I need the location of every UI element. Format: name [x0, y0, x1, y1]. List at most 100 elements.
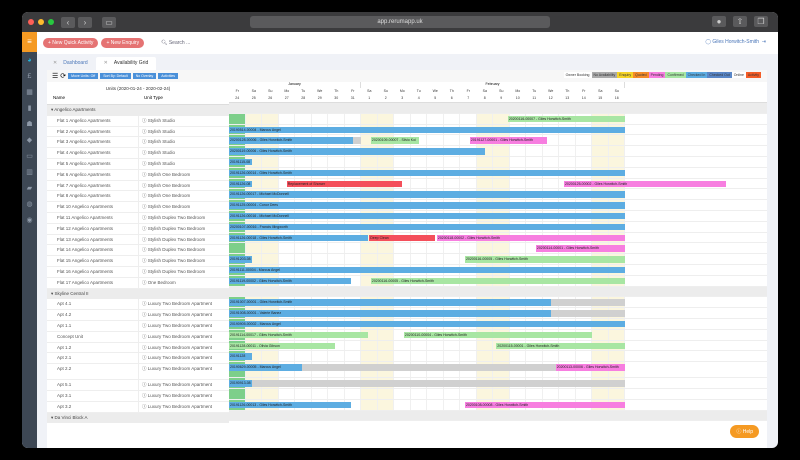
day-cell[interactable] — [476, 340, 493, 351]
booking-bar[interactable]: Deep Clean — [369, 234, 436, 242]
forward-button[interactable]: › — [78, 16, 92, 28]
booking-bar[interactable]: 20191128 — [229, 353, 253, 360]
day-cell[interactable] — [361, 254, 378, 264]
day-cell[interactable] — [493, 243, 510, 254]
day-cell[interactable] — [510, 146, 526, 156]
calendar-row[interactable]: 20200119-00006 - Giles Horwitch-Smith — [229, 146, 767, 157]
card-icon[interactable]: ▭ — [26, 153, 33, 160]
day-cell[interactable] — [427, 135, 444, 146]
day-cell[interactable] — [394, 388, 411, 399]
booking-bar[interactable]: 20200108-00008 - Giles Horwitch-Smith — [464, 401, 625, 409]
day-cell[interactable] — [262, 254, 279, 264]
day-cell[interactable] — [361, 243, 378, 254]
calendar-row[interactable]: 20191126-08 Replacement of Shower 20200125… — [229, 178, 767, 190]
day-cell[interactable] — [411, 388, 427, 399]
property-group-header[interactable]: ▾ Da Vinci Block A — [47, 412, 229, 424]
day-cell[interactable] — [377, 399, 394, 410]
unit-row[interactable]: Flat 12 Angelico Apartments ⓘ Stylish Dup… — [47, 223, 229, 235]
day-cell[interactable] — [476, 243, 493, 254]
day-cell[interactable] — [493, 146, 510, 156]
calendar-icon[interactable]: ▦ — [26, 89, 33, 96]
unit-row[interactable]: Flat 3 Angelico Apartments ⓘ Stylish Stud… — [47, 137, 229, 149]
info-icon[interactable]: ⓘ — [142, 301, 147, 307]
day-cell[interactable] — [394, 243, 411, 254]
day-cell[interactable] — [262, 113, 279, 124]
day-cell[interactable] — [427, 178, 444, 189]
unit-name[interactable]: Flat 6 Angelico Apartments — [57, 171, 111, 177]
unit-name[interactable]: Apt 3.1 — [57, 392, 72, 398]
day-cell[interactable] — [510, 388, 526, 399]
unit-name[interactable]: Flat 13 Angelico Apartments — [57, 236, 114, 242]
day-cell[interactable] — [377, 329, 394, 340]
calendar-row[interactable]: 20191128-00011 - Olivia Gibson 20200115-0… — [229, 340, 767, 352]
booking-bar[interactable]: 20200113-00006 - Giles Horwitch-Smith — [555, 364, 625, 371]
day-cell[interactable] — [526, 146, 543, 156]
day-cell[interactable] — [543, 178, 559, 189]
unit-row[interactable]: Flat 4 Angelico Apartments ⓘ Stylish Stud… — [47, 148, 229, 159]
unit-row[interactable]: Apt 3.1 ⓘ Luxury Two Bedroom Apartment — [47, 390, 229, 402]
help-circle-icon[interactable]: ◉ — [26, 217, 33, 224]
calendar-row[interactable]: 20190905-00002 - Marcus Angel — [229, 318, 767, 330]
day-cell[interactable] — [394, 340, 411, 351]
sidebar-toggle-button[interactable]: ▭ — [102, 16, 116, 28]
day-cell[interactable] — [262, 178, 279, 189]
day-cell[interactable] — [245, 351, 262, 362]
day-cell[interactable] — [245, 113, 262, 124]
day-cell[interactable] — [345, 254, 361, 264]
day-cell[interactable] — [476, 178, 493, 189]
day-cell[interactable] — [510, 178, 526, 189]
booking-bar[interactable]: Replacement of Shower — [286, 180, 403, 188]
day-cell[interactable] — [312, 113, 328, 124]
day-cell[interactable] — [229, 388, 246, 399]
day-cell[interactable] — [608, 388, 625, 399]
day-cell[interactable] — [576, 156, 592, 167]
day-cell[interactable] — [394, 351, 411, 362]
booking-bar[interactable] — [550, 310, 625, 317]
day-cell[interactable] — [543, 351, 559, 362]
unit-name[interactable]: Flat 14 Angelico Apartments — [57, 247, 114, 253]
calendar-row[interactable]: 20200128-00006 - Giles Horwitch-Smith 202… — [229, 135, 767, 147]
day-cell[interactable] — [543, 146, 559, 156]
unit-name[interactable]: Apt 4.1 — [57, 301, 72, 307]
day-cell[interactable] — [279, 243, 295, 254]
info-icon[interactable]: ⓘ — [142, 279, 147, 285]
day-cell[interactable] — [345, 399, 361, 410]
day-cell[interactable] — [377, 243, 394, 254]
day-cell[interactable] — [312, 351, 328, 362]
day-cell[interactable] — [279, 351, 295, 362]
day-cell[interactable] — [411, 254, 427, 264]
day-cell[interactable] — [476, 146, 493, 156]
booking-bar[interactable]: 20200114-00001 - Giles Horwitch-Smith — [535, 245, 625, 252]
info-icon[interactable]: ⓘ — [142, 160, 147, 166]
day-cell[interactable] — [444, 340, 460, 351]
info-icon[interactable]: ⓘ — [142, 139, 147, 145]
unit-row[interactable]: Apt 1.2 ⓘ Luxury Two Bedroom Apartment — [47, 342, 229, 354]
info-icon[interactable]: ⓘ — [142, 258, 147, 264]
tabs-icon[interactable]: ❐ — [754, 16, 768, 27]
move-units-button[interactable]: Move Units: Off — [68, 73, 99, 79]
unit-row[interactable]: Apt 2.1 ⓘ Luxury Two Bedroom Apartment — [47, 353, 229, 365]
day-cell[interactable] — [576, 146, 592, 156]
calendar-row[interactable]: 20191111-00004 - Marcus Angel — [229, 264, 767, 276]
booking-bar[interactable]: 20191203-08 — [229, 256, 253, 263]
list-icon[interactable]: ☰ — [52, 73, 59, 80]
day-cell[interactable] — [460, 388, 477, 399]
calendar-row[interactable]: 20190913-08 — [229, 378, 767, 389]
day-cell[interactable] — [427, 113, 444, 124]
day-cell[interactable] — [245, 156, 262, 167]
day-cell[interactable] — [510, 351, 526, 362]
day-cell[interactable] — [295, 351, 312, 362]
day-cell[interactable] — [493, 388, 510, 399]
unit-row[interactable]: Flat 11 Angelico Apartments ⓘ Stylish Dup… — [47, 212, 229, 224]
users-icon[interactable]: ☗ — [26, 121, 33, 128]
day-cell[interactable] — [262, 351, 279, 362]
info-icon[interactable]: ⓘ — [142, 355, 147, 361]
maximize-window-button[interactable] — [48, 19, 54, 25]
calendar-row[interactable]: 20191126-00017 - Michael McDonnell — [229, 189, 767, 201]
day-cell[interactable] — [444, 135, 460, 146]
day-cell[interactable] — [526, 351, 543, 362]
booking-bar[interactable]: 20190913-08 — [229, 380, 253, 387]
booking-bar[interactable]: 20191111-00004 - Marcus Angel — [229, 266, 625, 274]
booking-bar[interactable]: 20191126-00017 - Michael McDonnell — [229, 191, 625, 198]
unit-row[interactable]: Flat 7 Angelico Apartments ⓘ Stylish One … — [47, 180, 229, 192]
